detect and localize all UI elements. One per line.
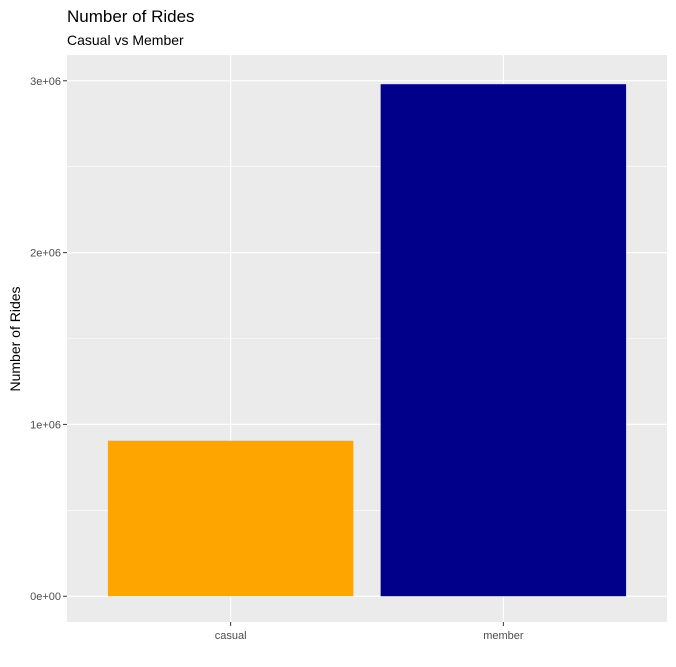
bars [107,84,627,597]
y-tick-label: 2e+06 [30,248,61,260]
chart-subtitle: Casual vs Member [67,32,184,48]
y-axis: 0e+00 1e+06 2e+06 3e+06 [30,76,67,603]
bar-member [380,84,627,597]
y-axis-title: Number of Rides [7,286,23,391]
bar-casual [107,440,354,597]
x-axis: casual member [215,622,524,642]
chart-title: Number of Rides [67,7,195,26]
y-tick-label: 3e+06 [30,76,61,88]
x-tick-label: member [483,630,524,642]
y-tick-label: 1e+06 [30,419,61,431]
y-tick-label: 0e+00 [30,591,61,603]
x-tick-label: casual [215,630,247,642]
